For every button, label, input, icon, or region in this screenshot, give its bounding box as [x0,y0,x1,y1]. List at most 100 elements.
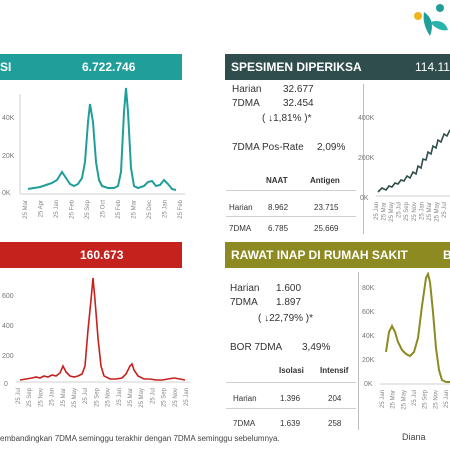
specimen-table-cell: 6.785 [268,224,289,233]
hospital-line [385,272,450,383]
x-tick-label: 25 Jul [16,388,22,404]
logo-dot-yellow [414,12,422,20]
specimen-7dma-change: ( ↓1,81% )* [262,113,312,124]
specimen-table-rule [226,190,356,191]
divider [358,272,359,430]
x-tick-label: 25 May [434,202,440,222]
y-tick-label: 400 [2,323,14,330]
x-tick-label: 25 Jan [184,388,190,406]
deaths-chart: 600 400 200 0 25 Jul 25 Sep 25 Nov 25 Jan 25… [2,277,190,408]
x-tick-label: 25 Jan [50,388,56,406]
x-tick-label: 25 Sep [162,387,168,407]
specimen-table-cell: 23.715 [314,203,339,212]
specimen-table-rule [226,216,356,217]
hospital-table-cell: 1.639 [280,419,301,428]
specimen-posrate-value: 2,09% [317,142,346,153]
y-tick-label: 60K [362,309,375,316]
hospital-harian-value: 1.600 [276,283,302,294]
specimen-header: SPESIMEN DIPERIKSA 114.11 [225,54,450,80]
specimen-harian-label: Harian [232,84,262,95]
hospital-table-row-label: 7DMA [233,419,256,428]
footnote-right: Diana [402,432,426,442]
hospital-table-cell: 1.396 [280,394,301,403]
x-tick-label: 25 Feb [178,199,184,218]
x-tick-label: 25 Mar [132,200,138,219]
x-tick-label: 25 Jul [442,202,448,218]
hospital-table-row-label: Harian [233,394,257,403]
x-tick-label: 25 Nov [38,388,44,407]
x-tick-label: 25 May [72,388,78,408]
deaths-line [19,277,186,381]
x-tick-label: 25 Feb [70,199,76,218]
hospital-chart: 80K 60K 40K 20K 0K 25 Jan 25 Mar 25 May 25 … [362,272,450,410]
x-tick-label: 25 Mar [128,388,134,407]
x-tick-label: 25 Jan [163,200,169,218]
y-tick-label: 600 [2,293,14,300]
y-tick-label: 40K [2,115,15,122]
x-tick-label: 25 Jul [397,202,403,218]
y-tick-label: 400K [358,115,375,122]
x-tick-label: 25 Mar [61,388,67,407]
specimen-harian-value: 32.677 [283,84,314,95]
hospital-table-rule [226,408,356,409]
divider [363,84,364,234]
x-tick-label: 25 Jan [380,390,386,408]
specimen-table-row-label: Harian [229,203,253,212]
hospital-title-tail: B [443,248,450,262]
hospital-bor-value: 3,49% [302,342,331,353]
x-tick-label: 25 Jul [83,388,89,404]
x-tick-label: 25 Jan [374,202,380,220]
y-tick-label: 0K [360,195,369,202]
x-tick-label: 25 May [139,388,145,408]
hospital-bor-label: BOR 7DMA [230,342,283,353]
hospital-table-cell: 258 [328,419,342,428]
positive-cases-title: SI [0,60,12,74]
specimen-posrate-label: 7DMA Pos-Rate [232,142,304,153]
footnote: embandingkan 7DMA seminggu terakhir deng… [0,434,280,443]
hospital-table-rule [226,382,356,383]
hospital-table-header-isolasi: Isolasi [279,366,304,375]
x-tick-label: 25 Sep [404,201,410,221]
x-tick-label: 25 Jan [117,388,123,406]
hospital-header: RAWAT INAP DI RUMAH SAKIT B [225,242,450,268]
x-tick-label: 25 Nov [106,388,112,407]
deaths-header: 160.673 [0,242,182,268]
x-tick-label: 25 May [401,390,407,410]
x-tick-label: 25 Mar [427,202,433,221]
x-tick-label: 25 Mar [23,200,29,219]
x-tick-label: 25 Sep [423,389,429,409]
hospital-title: RAWAT INAP DI RUMAH SAKIT [231,248,408,262]
y-tick-label: 80K [362,285,375,292]
deaths-total: 160.673 [80,248,124,262]
specimen-total: 114.11 [415,60,450,74]
x-tick-label: 25 Jan [419,202,425,220]
y-tick-label: 0K [364,381,373,388]
specimen-table-cell: 8.962 [268,203,289,212]
x-tick-label: 25 Jul [412,390,418,406]
positive-cases-line [27,87,177,191]
x-tick-label: 25 Dec [147,200,153,219]
x-tick-label: 25 Sep [27,387,33,407]
positive-cases-total: 6.722.746 [82,60,136,74]
y-tick-label: 20K [2,153,15,160]
y-tick-label: 0 [4,381,8,388]
x-tick-label: 25 Jan [54,200,60,218]
hospital-table-cell: 204 [328,394,342,403]
positive-cases-header: SI 6.722.746 [0,54,182,80]
y-tick-label: 20K [362,357,375,364]
y-tick-label: 200K [358,155,375,162]
x-tick-label: 25 Nov [173,388,179,407]
logo-leaf [423,12,432,36]
y-tick-label: 200 [2,353,14,360]
y-tick-label: 40K [362,333,375,340]
specimen-title: SPESIMEN DIPERIKSA [231,60,362,74]
hospital-7dma-label: 7DMA [230,297,258,308]
logo-leaf-2 [430,21,448,31]
x-tick-label: 25 Mar [382,202,388,221]
positive-cases-chart: 40K 20K 0K 25 Mar 25 Apr 25 Jan 25 Feb 25 Se… [2,87,185,219]
specimen-table-row-label: 7DMA [229,224,252,233]
specimen-7dma-value: 32.454 [283,98,314,109]
x-tick-label: 25 Jul [150,388,156,404]
specimen-table-header-antigen: Antigen [310,176,340,185]
x-tick-label: 25 Mar [391,390,397,409]
